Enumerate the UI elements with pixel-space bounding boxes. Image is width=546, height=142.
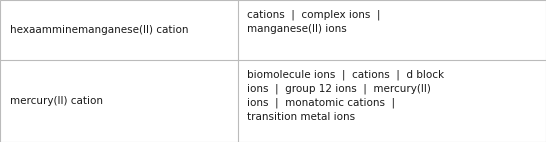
Text: cations  |  complex ions  |
manganese(II) ions: cations | complex ions | manganese(II) i… [247,10,381,34]
Text: mercury(II) cation: mercury(II) cation [10,96,103,106]
Text: biomolecule ions  |  cations  |  d block
ions  |  group 12 ions  |  mercury(II)
: biomolecule ions | cations | d block ion… [247,70,444,122]
Text: hexaamminemanganese(II) cation: hexaamminemanganese(II) cation [10,25,188,35]
